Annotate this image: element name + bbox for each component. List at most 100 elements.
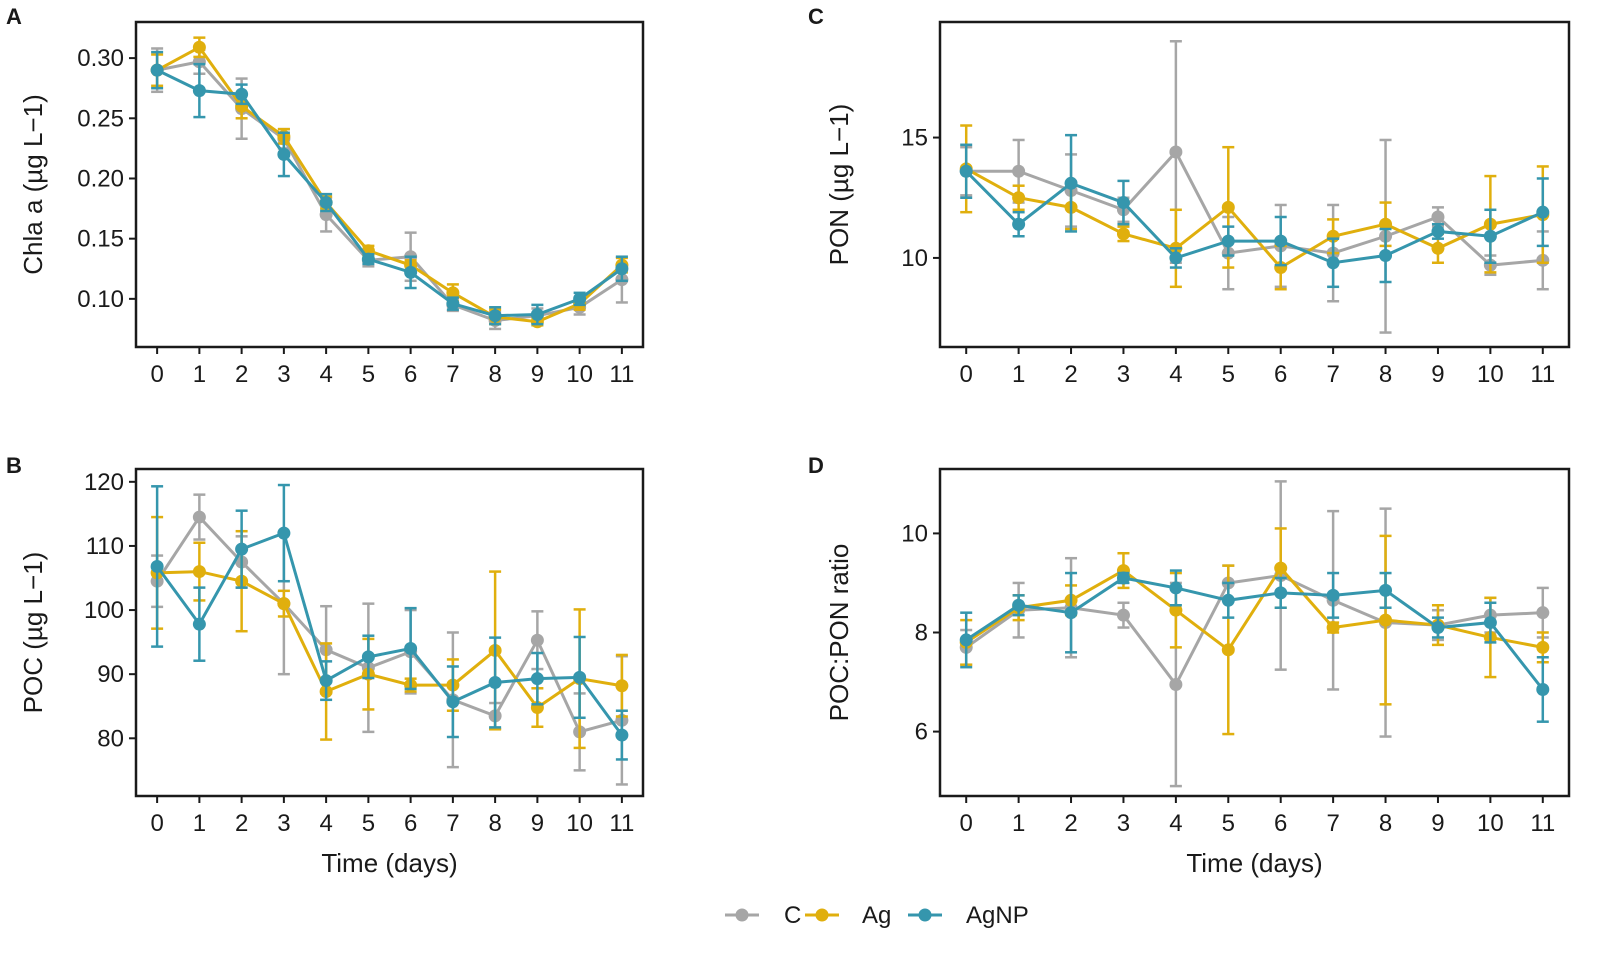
data-point <box>1274 561 1288 575</box>
data-point <box>150 63 164 77</box>
y-tick-label: 0.30 <box>77 45 124 72</box>
y-tick-label: 10 <box>901 520 928 547</box>
legend-swatch-point <box>815 908 829 922</box>
data-point <box>1379 217 1393 231</box>
x-axis-title: Time (days) <box>1186 848 1322 878</box>
data-point <box>959 164 973 178</box>
series-agnp <box>959 133 1550 289</box>
x-tick-label: 0 <box>960 810 973 837</box>
series-ag <box>959 527 1550 736</box>
series-line <box>156 68 623 318</box>
series-ag <box>959 124 1550 291</box>
x-tick-label: 9 <box>1431 361 1444 388</box>
panel-letter: D <box>808 453 824 478</box>
data-point <box>1012 217 1026 231</box>
x-tick-label: 4 <box>319 810 332 837</box>
series-line <box>155 514 623 734</box>
series-line <box>965 573 1543 688</box>
data-point <box>1379 249 1393 263</box>
legend-label: Ag <box>862 902 891 929</box>
data-point <box>1012 598 1026 612</box>
y-axis-title: POC:PON ratio <box>824 544 854 722</box>
data-point <box>530 308 544 321</box>
y-tick-label: 6 <box>915 719 928 746</box>
x-tick-label: 4 <box>319 361 332 388</box>
data-point <box>1274 586 1288 600</box>
x-tick-label: 10 <box>1477 361 1504 388</box>
x-tick-label: 11 <box>1530 361 1555 388</box>
data-point <box>1116 571 1130 585</box>
legend-swatch-point <box>918 908 932 922</box>
data-point <box>404 642 418 656</box>
x-tick-label: 10 <box>1477 810 1504 837</box>
data-point <box>1431 224 1445 238</box>
data-point <box>488 676 502 690</box>
data-point <box>192 617 206 631</box>
legend-swatch-point <box>735 908 749 922</box>
x-tick-label: 2 <box>235 361 248 388</box>
data-point <box>1064 176 1078 190</box>
x-tick-label: 2 <box>1064 361 1077 388</box>
x-tick-label: 7 <box>446 810 459 837</box>
data-point <box>530 672 544 686</box>
x-tick-label: 0 <box>150 810 163 837</box>
x-tick-label: 5 <box>1222 361 1235 388</box>
data-point <box>1012 164 1026 178</box>
data-point <box>1536 682 1550 696</box>
x-tick-label: 6 <box>404 361 417 388</box>
x-tick-label: 9 <box>531 361 544 388</box>
x-tick-label: 9 <box>531 810 544 837</box>
data-point <box>192 510 206 524</box>
y-tick-label: 10 <box>901 245 928 272</box>
data-point <box>1116 608 1130 622</box>
data-point <box>192 40 206 54</box>
y-tick-label: 15 <box>901 125 928 152</box>
legend: C Ag AgNP <box>725 902 1029 929</box>
data-point <box>1431 621 1445 635</box>
y-tick-label: 8 <box>915 620 928 647</box>
x-tick-label: 7 <box>446 361 459 388</box>
x-tick-label: 1 <box>193 810 206 837</box>
data-point <box>1326 588 1340 602</box>
data-point <box>277 597 291 611</box>
series-agnp <box>959 569 1550 723</box>
y-axis-title: POC (µg L−1) <box>18 552 48 714</box>
x-tick-label: 6 <box>1274 810 1287 837</box>
legend-label: AgNP <box>966 902 1029 929</box>
plot-frame <box>938 467 1571 798</box>
x-tick-label: 1 <box>1012 361 1025 388</box>
series-ag <box>150 515 629 750</box>
data-point <box>530 633 544 647</box>
series-c <box>959 40 1550 334</box>
series-line <box>965 576 1544 691</box>
x-tick-label: 6 <box>404 810 417 837</box>
x-tick-label: 0 <box>150 361 163 388</box>
data-point <box>1064 606 1078 620</box>
data-point <box>1169 581 1183 595</box>
panel-D: D 6 8 10 0 1 2 3 4 5 6 7 8 9 10 11 POC:PON ratio Time (da… <box>808 453 1571 878</box>
legend-item-ag: Ag <box>805 902 891 929</box>
data-point <box>361 252 375 266</box>
y-tick-label: 110 <box>86 533 124 560</box>
y-tick-label: 0.25 <box>77 105 124 132</box>
x-tick-label: 2 <box>235 810 248 837</box>
data-point <box>615 262 629 276</box>
data-point <box>192 84 206 98</box>
y-tick-label: 120 <box>84 469 124 496</box>
data-point <box>1483 229 1497 243</box>
series-line <box>156 60 623 323</box>
data-point <box>1169 678 1183 692</box>
data-point <box>235 542 249 556</box>
x-tick-label: 8 <box>1379 361 1392 388</box>
x-tick-label: 8 <box>1379 810 1392 837</box>
x-tick-label: 0 <box>960 361 973 388</box>
data-point <box>235 87 249 101</box>
y-tick-label: 0.20 <box>77 165 124 192</box>
data-point <box>404 265 418 279</box>
data-point <box>1116 227 1130 241</box>
data-point <box>446 286 460 300</box>
panel-B: B 80 90 100 110 120 0 1 2 3 4 5 6 7 8 9 10 11 POC (µg L−1)… <box>6 453 645 878</box>
x-tick-label: 5 <box>362 361 375 388</box>
data-point <box>1379 583 1393 597</box>
